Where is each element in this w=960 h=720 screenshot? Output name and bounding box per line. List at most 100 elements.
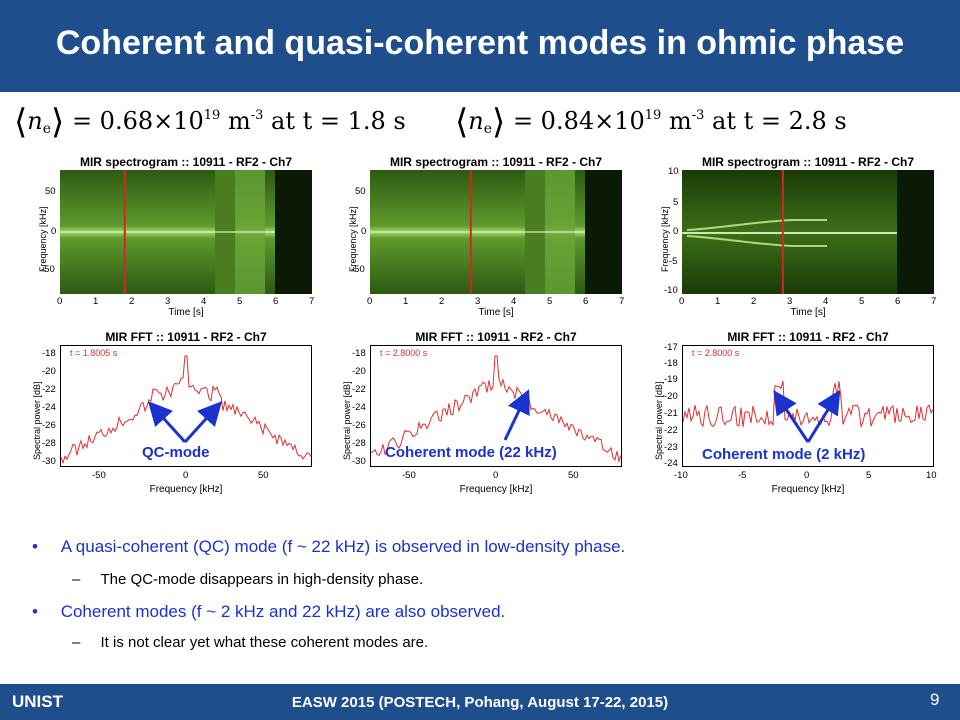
fft-plot-1 [60, 345, 312, 467]
ytick: -50 [351, 264, 365, 275]
xtick: 0 [804, 470, 810, 481]
qc-arrow-left [147, 401, 187, 444]
xtick: -10 [674, 470, 688, 481]
coh2-arrow-right [806, 389, 841, 443]
fft-time-label-1: t = 1.8005 s [70, 348, 118, 358]
time-marker-layer-1 [123, 170, 126, 294]
spectrogram-xlabel-2: Time [s] [478, 307, 514, 318]
qc-mode-label: QC-mode [142, 444, 210, 461]
spectrogram-image-3 [682, 170, 934, 294]
xtick: 0 [57, 296, 63, 307]
slide-title: Coherent and quasi-coherent modes in ohm… [55, 24, 905, 62]
spectrogram-title-2: MIR spectrogram :: 10911 - RF2 - Ch7 [389, 155, 603, 169]
sub-bullet-1: – The QC-mode disappears in high-density… [72, 571, 424, 588]
xtick: 1 [715, 296, 721, 307]
ytick: -20 [664, 391, 678, 402]
ytick: -28 [42, 438, 56, 449]
qc-arrow-right [183, 401, 223, 444]
spectrogram-xlabel-1: Time [s] [168, 307, 204, 318]
density-equation-left: ⟨ne⟩ = 0.68×1019 m-3 at t = 1.8 s [14, 102, 406, 142]
footer-conference: EASW 2015 (POSTECH, Pohang, August 17-22… [291, 694, 669, 711]
ytick: -30 [352, 456, 366, 467]
spectrogram-plot-3 [682, 170, 934, 294]
ytick: -22 [664, 425, 678, 436]
xtick: 2 [751, 296, 757, 307]
ytick: 10 [668, 166, 679, 177]
ytick: 50 [45, 186, 56, 197]
ytick: -21 [664, 408, 678, 419]
spectrogram-title-3: MIR spectrogram :: 10911 - RF2 - Ch7 [701, 155, 915, 169]
ytick: -50 [41, 264, 55, 275]
xtick: 4 [823, 296, 829, 307]
footer-logo-text: UNIST [12, 692, 63, 711]
ytick: 5 [673, 197, 679, 208]
fft-plot-2 [370, 345, 622, 467]
ytick: -22 [352, 384, 366, 395]
ytick: -18 [664, 358, 678, 369]
fft-time-label-2: t = 2.8000 s [380, 348, 428, 358]
ytick: -26 [42, 420, 56, 431]
spectrogram-xlabel-3: Time [s] [790, 307, 826, 318]
xtick: 5 [866, 470, 872, 481]
xtick: 3 [475, 296, 481, 307]
fft-title-2: MIR FFT :: 10911 - RF2 - Ch7 [415, 330, 577, 344]
xtick: 2 [129, 296, 135, 307]
footer-bar [0, 684, 960, 720]
xtick: -5 [738, 470, 747, 481]
xtick: 50 [568, 470, 579, 481]
fft-trace-1 [60, 355, 312, 465]
ytick: -10 [664, 285, 678, 296]
xtick: 10 [926, 470, 937, 481]
xtick: 4 [201, 296, 207, 307]
ytick: -26 [352, 420, 366, 431]
fft-xlabel-3: Frequency [kHz] [771, 484, 845, 495]
xtick: 0 [367, 296, 373, 307]
spectrogram-image-2 [370, 170, 622, 294]
ytick: -5 [669, 256, 678, 267]
xtick: 7 [931, 296, 937, 307]
xtick: 6 [583, 296, 589, 307]
fft-title-1: MIR FFT :: 10911 - RF2 - Ch7 [105, 330, 267, 344]
time-marker-layer-2 [469, 170, 472, 294]
coh2-arrow-left [773, 390, 810, 443]
ytick: -30 [42, 456, 56, 467]
coherent-2khz-label: Coherent mode (2 kHz) [702, 446, 866, 463]
xtick: -50 [92, 470, 106, 481]
xtick: 1 [403, 296, 409, 307]
bullet-2: • Coherent modes (f ~ 2 kHz and 22 kHz) … [32, 602, 506, 621]
xtick: 7 [309, 296, 315, 307]
time-marker-layer-3 [781, 170, 784, 294]
xtick: 5 [859, 296, 865, 307]
fft-xlabel-1: Frequency [kHz] [149, 484, 223, 495]
bullet-1: • A quasi-coherent (QC) mode (f ~ 22 kHz… [32, 537, 626, 556]
xtick: 2 [439, 296, 445, 307]
xtick: 6 [895, 296, 901, 307]
xtick: 0 [493, 470, 499, 481]
spectrogram-plot-1 [60, 170, 312, 294]
ytick: -24 [42, 402, 56, 413]
xtick: 1 [93, 296, 99, 307]
ytick: -20 [352, 366, 366, 377]
xtick: 3 [165, 296, 171, 307]
fft-plot-3 [682, 345, 934, 467]
fft-trace-2 [370, 355, 622, 464]
xtick: -50 [402, 470, 416, 481]
page-number: 9 [930, 690, 940, 709]
ytick: 0 [361, 226, 367, 237]
ytick: -20 [42, 366, 56, 377]
ytick: -28 [352, 438, 366, 449]
fft-xlabel-2: Frequency [kHz] [459, 484, 533, 495]
ytick: 0 [51, 226, 57, 237]
xtick: 4 [511, 296, 517, 307]
spectrogram-plot-2 [370, 170, 622, 294]
ytick: 50 [355, 186, 366, 197]
fft-trace-3 [682, 380, 934, 428]
ytick: -24 [664, 458, 678, 469]
spectrogram-title-1: MIR spectrogram :: 10911 - RF2 - Ch7 [79, 155, 293, 169]
ytick: -24 [352, 402, 366, 413]
xtick: 6 [273, 296, 279, 307]
xtick: 0 [183, 470, 189, 481]
ytick: -23 [664, 442, 678, 453]
xtick: 0 [679, 296, 685, 307]
